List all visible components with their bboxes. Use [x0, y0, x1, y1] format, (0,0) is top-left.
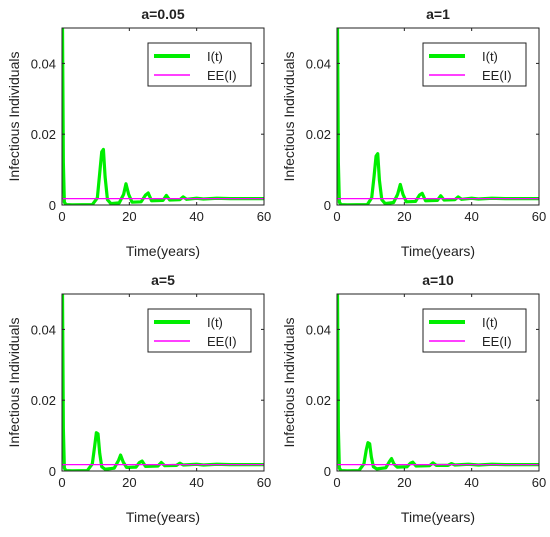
y-tick-label: 0: [49, 198, 56, 213]
y-axis-label: Infectious Individuals: [281, 318, 297, 448]
x-tick-label: 0: [58, 475, 65, 490]
x-axis-label: Time(years): [126, 509, 200, 525]
y-tick-label: 0.02: [306, 393, 331, 408]
x-tick-label: 60: [532, 475, 546, 490]
chart-a-10: a=10 Infectious Individuals Time(years) 0 20…: [281, 272, 546, 525]
chart-title: a=5: [151, 272, 175, 288]
x-axis-label: Time(years): [126, 243, 200, 259]
x-tick-label: 20: [122, 209, 136, 224]
legend-box: [422, 308, 527, 353]
x-tick-label: 40: [189, 209, 203, 224]
legend-label-ee-i: EE(I): [482, 68, 512, 83]
y-tick-label: 0.02: [31, 393, 56, 408]
x-tick-label: 60: [532, 209, 546, 224]
panel-a-1: a=1 Infectious Individuals Time(years) 0 20 4…: [275, 0, 550, 266]
x-axis-label: Time(years): [401, 243, 475, 259]
y-tick-label: 0.04: [306, 56, 331, 71]
plot-frame: [336, 27, 540, 206]
x-tick-label: 0: [333, 475, 340, 490]
panel-a-5: a=5 Infectious Individuals Time(years) 0 20 4…: [0, 266, 275, 532]
x-tick-label: 40: [464, 209, 478, 224]
panel-a-10: a=10 Infectious Individuals Time(years) 0 20…: [275, 266, 550, 532]
x-tick-label: 20: [397, 475, 411, 490]
panel-a-0-05: a=0.05 Infectious Individuals Time(years) 0…: [0, 0, 275, 266]
legend-box: [147, 42, 252, 87]
x-tick-label: 0: [58, 209, 65, 224]
chart-a-5: a=5 Infectious Individuals Time(years) 0 20 4…: [6, 272, 271, 525]
y-tick-label: 0: [324, 464, 331, 479]
x-tick-label: 60: [257, 209, 271, 224]
legend-label-ee-i: EE(I): [207, 334, 237, 349]
y-tick-label: 0: [49, 464, 56, 479]
legend-label-i-t: I(t): [482, 49, 498, 64]
x-tick-label: 20: [397, 209, 411, 224]
chart-title: a=0.05: [141, 6, 184, 22]
legend-label-ee-i: EE(I): [482, 334, 512, 349]
y-axis-label: Infectious Individuals: [6, 52, 22, 182]
x-axis-label: Time(years): [401, 509, 475, 525]
y-axis-label: Infectious Individuals: [6, 318, 22, 448]
plot-frame: [61, 27, 265, 206]
y-tick-label: 0.02: [31, 127, 56, 142]
legend-label-ee-i: EE(I): [207, 68, 237, 83]
legend-label-i-t: I(t): [482, 315, 498, 330]
plot-frame: [336, 293, 540, 472]
y-tick-label: 0.04: [31, 322, 56, 337]
x-tick-label: 40: [464, 475, 478, 490]
y-tick-label: 0.04: [31, 56, 56, 71]
plot-frame: [61, 293, 265, 472]
y-tick-label: 0.04: [306, 322, 331, 337]
y-tick-label: 0: [324, 198, 331, 213]
y-tick-label: 0.02: [306, 127, 331, 142]
chart-title: a=1: [426, 6, 450, 22]
x-tick-label: 20: [122, 475, 136, 490]
x-tick-label: 0: [333, 209, 340, 224]
chart-a-0-05: a=0.05 Infectious Individuals Time(years) 0…: [6, 6, 271, 259]
x-tick-label: 60: [257, 475, 271, 490]
y-axis-label: Infectious Individuals: [281, 52, 297, 182]
legend-box: [147, 308, 252, 353]
legend-label-i-t: I(t): [207, 315, 223, 330]
chart-title: a=10: [422, 272, 454, 288]
chart-a-1: a=1 Infectious Individuals Time(years) 0 20 4…: [281, 6, 546, 259]
x-tick-label: 40: [189, 475, 203, 490]
legend-label-i-t: I(t): [207, 49, 223, 64]
legend-box: [422, 42, 527, 87]
